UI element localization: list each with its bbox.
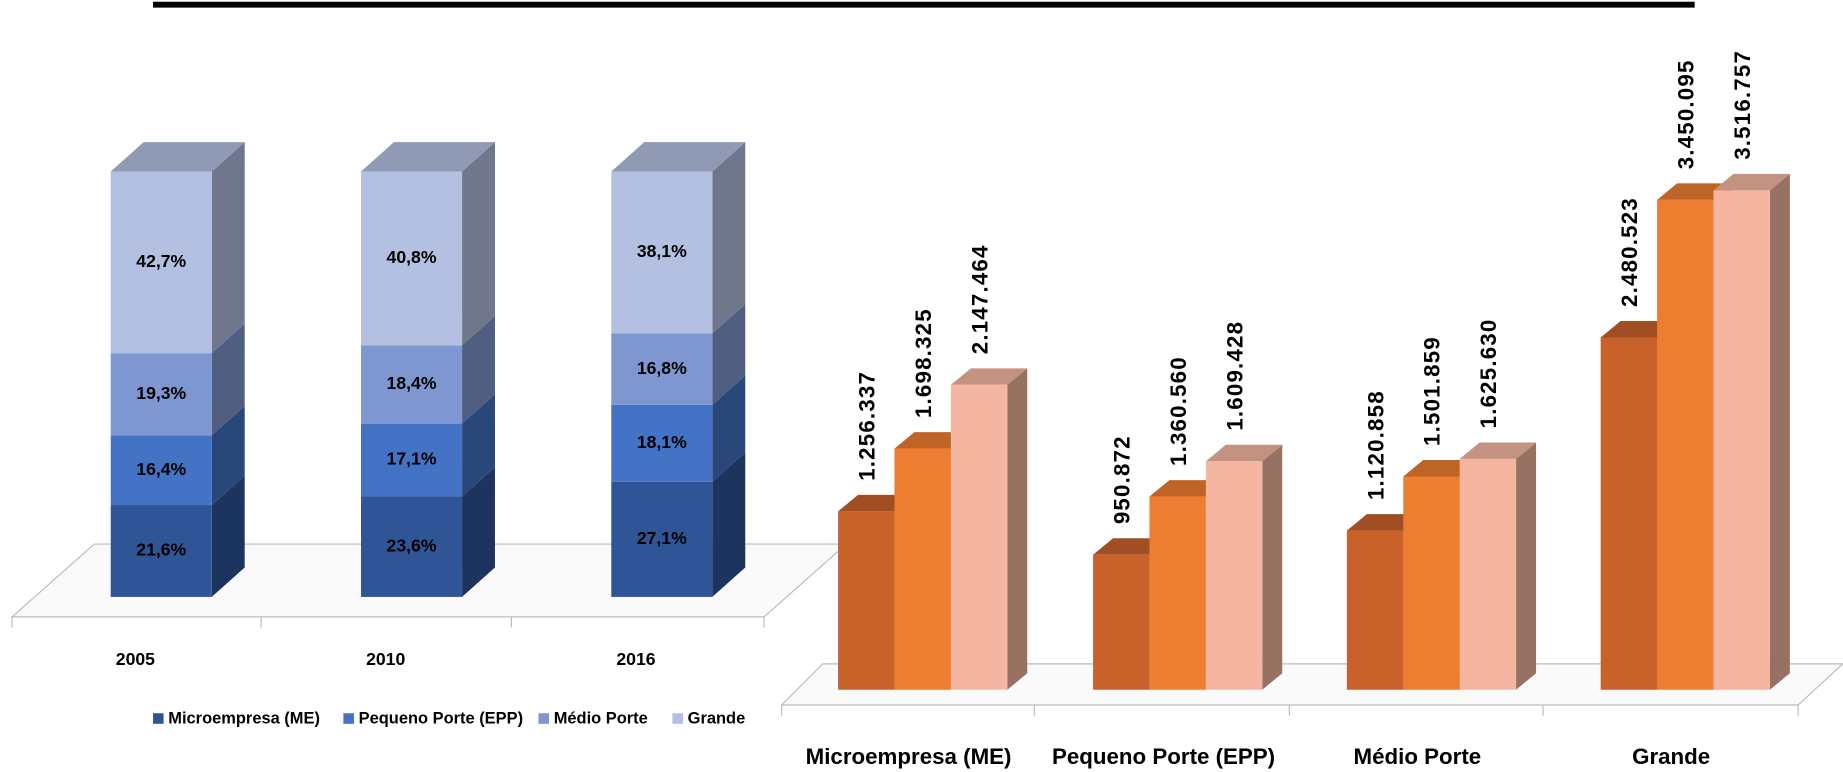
bar-side <box>462 142 495 346</box>
bar <box>1093 554 1150 690</box>
bar-side <box>462 467 495 597</box>
x-tick-label: 2005 <box>116 649 155 669</box>
value-label: 1.625.630 <box>1476 319 1501 429</box>
value-label: 3.450.095 <box>1674 59 1699 169</box>
bar-top <box>611 142 746 172</box>
bar-top <box>950 368 1028 385</box>
bar-side <box>1516 442 1537 690</box>
bar-side <box>712 375 746 482</box>
value-label: 1.256.337 <box>855 371 880 481</box>
bar <box>611 404 713 482</box>
bar-top <box>1205 444 1283 462</box>
x-tick-label: 2016 <box>616 649 655 669</box>
bar <box>361 345 463 424</box>
legend-label: Microempresa (ME) <box>168 709 320 727</box>
value-label: 38,1% <box>637 241 687 261</box>
bar-side <box>211 405 245 506</box>
legend-swatch <box>343 713 354 724</box>
value-label: 19,3% <box>136 383 186 403</box>
bar <box>1600 337 1658 690</box>
value-label: 1.698.325 <box>911 308 936 418</box>
x-tick-label: Pequeno Porte (EPP) <box>1052 744 1275 769</box>
legend-swatch <box>672 713 683 724</box>
bar <box>110 435 212 506</box>
value-label: 18,4% <box>387 373 437 393</box>
bar <box>1346 530 1404 690</box>
x-tick-label: Médio Porte <box>1354 744 1482 769</box>
value-label: 1.120.858 <box>1363 390 1388 500</box>
value-label: 27,1% <box>637 528 687 548</box>
value-label: 2.147.464 <box>967 244 992 354</box>
bar <box>1459 458 1517 690</box>
bar-side <box>1007 368 1028 690</box>
bar <box>838 511 895 690</box>
bar-side <box>211 475 245 597</box>
bar-side <box>712 142 746 334</box>
bar <box>1149 496 1206 690</box>
x-tick-label: Grande <box>1632 744 1710 769</box>
value-label: 1.609.428 <box>1222 321 1247 431</box>
bar-top <box>1713 173 1790 191</box>
value-label: 16,8% <box>637 358 687 378</box>
bar <box>894 448 951 690</box>
bar-side <box>712 304 746 405</box>
value-label: 40,8% <box>387 247 437 267</box>
bar-side <box>712 452 746 597</box>
bar <box>611 333 713 405</box>
value-label: 21,6% <box>136 540 186 560</box>
x-tick-label: 2010 <box>366 649 405 669</box>
value-label: 1.360.560 <box>1166 356 1191 466</box>
bar <box>110 353 212 436</box>
bar <box>1205 461 1263 690</box>
bar <box>110 505 212 597</box>
value-label: 42,7% <box>136 251 186 271</box>
bar-side <box>462 394 495 497</box>
bar-side <box>211 142 245 354</box>
legend-label: Grande <box>688 709 746 727</box>
bar <box>611 481 713 597</box>
bar <box>361 171 463 346</box>
bar-side <box>1769 173 1790 690</box>
bar <box>950 384 1008 690</box>
bar-top <box>361 142 495 172</box>
legend-swatch <box>153 713 164 724</box>
value-label: 18,1% <box>637 432 687 452</box>
bar <box>361 423 463 497</box>
value-label: 16,4% <box>136 459 186 479</box>
bar-top <box>110 142 245 172</box>
bar-side <box>462 315 495 424</box>
bar <box>1403 476 1460 690</box>
value-label: 23,6% <box>387 535 437 555</box>
bar-side <box>211 323 245 436</box>
bar-side <box>1262 444 1283 690</box>
bar-top <box>1459 442 1537 459</box>
value-label: 2.480.523 <box>1617 197 1642 307</box>
x-tick-label: Microempresa (ME) <box>806 744 1012 769</box>
bar <box>1713 190 1770 690</box>
value-label: 950.872 <box>1109 435 1134 524</box>
bar <box>1657 199 1714 690</box>
value-label: 3.516.757 <box>1730 50 1755 160</box>
bar <box>361 496 463 597</box>
value-label: 17,1% <box>387 449 437 469</box>
bar <box>110 171 212 354</box>
legend-label: Pequeno Porte (EPP) <box>359 709 523 727</box>
bar <box>611 171 713 334</box>
legend-label: Médio Porte <box>554 709 648 727</box>
value-label: 1.501.859 <box>1420 336 1445 446</box>
legend-swatch <box>538 713 550 724</box>
